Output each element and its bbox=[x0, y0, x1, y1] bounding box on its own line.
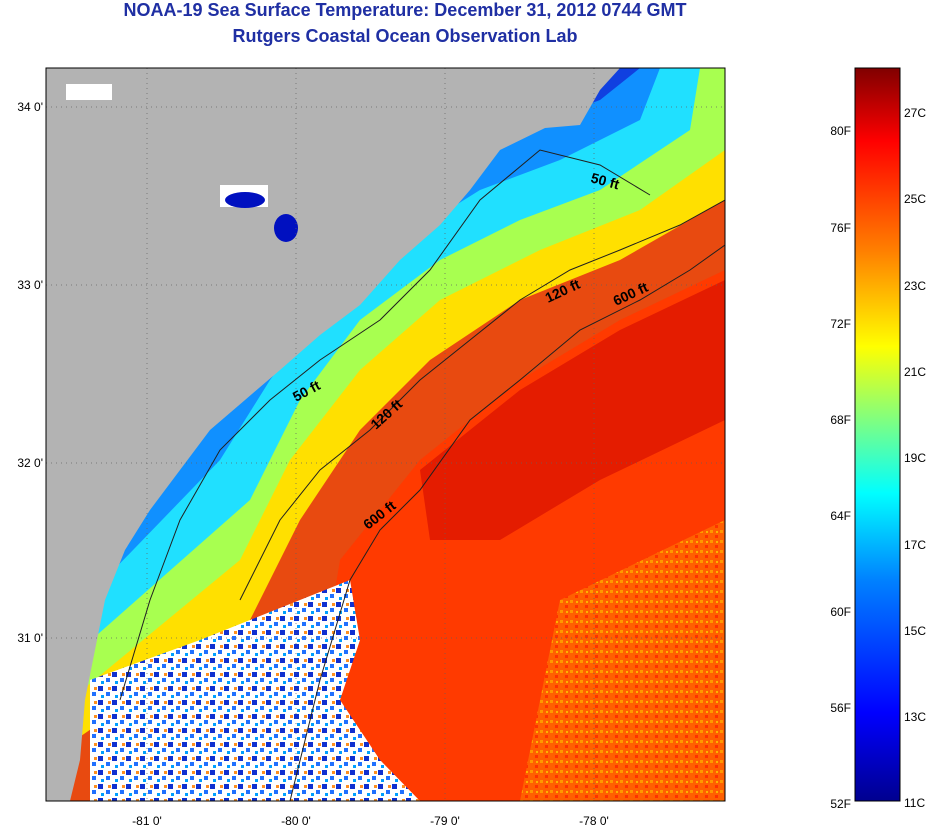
colorbar-f-label: 68F bbox=[830, 413, 851, 427]
colorbar-c-label: 15C bbox=[904, 624, 926, 638]
lat-tick-label: 31 0' bbox=[17, 631, 43, 645]
isobath-50ft-line bbox=[119, 149, 651, 701]
colorbar-f-label: 52F bbox=[830, 797, 851, 811]
isobath-120ft-line bbox=[239, 199, 725, 601]
lat-tick-label: 33 0' bbox=[17, 278, 43, 292]
colorbar-f-label: 80F bbox=[830, 124, 851, 138]
sst-field bbox=[46, 68, 725, 801]
lon-tick-label: -78 0' bbox=[579, 814, 609, 828]
colorbar-c-label: 19C bbox=[904, 451, 926, 465]
colorbar-f-label: 60F bbox=[830, 605, 851, 619]
isobath-label: 50 ft bbox=[589, 169, 621, 192]
colorbar-f-label: 64F bbox=[830, 509, 851, 523]
colorbar-c-label: 17C bbox=[904, 538, 926, 552]
map-frame bbox=[45, 67, 726, 802]
colorbar bbox=[854, 67, 901, 802]
map-subtitle: Rutgers Coastal Ocean Observation Lab bbox=[232, 26, 578, 46]
lon-tick-label: -81 0' bbox=[132, 814, 162, 828]
colorbar-f-label: 76F bbox=[830, 221, 851, 235]
colorbar-f-label: 56F bbox=[830, 701, 851, 715]
lon-tick-label: -79 0' bbox=[430, 814, 460, 828]
map-title: NOAA-19 Sea Surface Temperature: Decembe… bbox=[123, 0, 687, 20]
colorbar-c-label: 11C bbox=[904, 796, 925, 810]
lon-tick-label: -80 0' bbox=[281, 814, 311, 828]
colorbar-c-label: 27C bbox=[904, 106, 926, 120]
isobath-600ft-line bbox=[289, 244, 725, 801]
colorbar-f-label: 72F bbox=[830, 317, 851, 331]
colorbar-c-label: 25C bbox=[904, 192, 926, 206]
colorbar-c-label: 13C bbox=[904, 710, 926, 724]
lat-tick-label: 34 0' bbox=[17, 100, 43, 114]
lat-tick-label: 32 0' bbox=[17, 456, 43, 470]
colorbar-c-label: 23C bbox=[904, 279, 926, 293]
colorbar-c-label: 21C bbox=[904, 365, 926, 379]
